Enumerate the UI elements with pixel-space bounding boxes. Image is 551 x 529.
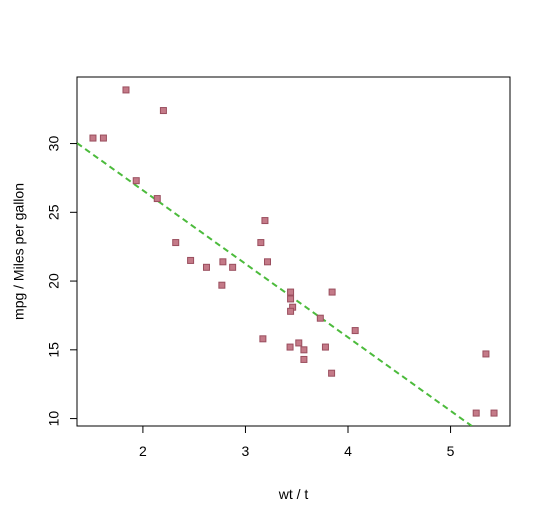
point — [264, 258, 272, 266]
point — [202, 263, 210, 271]
point — [482, 350, 490, 358]
point — [218, 281, 226, 289]
point — [229, 263, 237, 271]
point — [287, 295, 295, 303]
y-tick-label: 30 — [46, 136, 62, 152]
point — [351, 327, 359, 335]
point — [187, 256, 195, 264]
point — [132, 177, 140, 185]
point — [295, 339, 303, 347]
point — [316, 314, 324, 322]
y-axis-label: mpg / Miles per gallon — [11, 183, 27, 320]
point — [490, 409, 498, 417]
point — [259, 335, 267, 343]
point — [300, 355, 308, 363]
x-tick-label: 5 — [447, 443, 455, 459]
y-tick-label: 25 — [46, 204, 62, 220]
point — [321, 343, 329, 351]
point — [300, 346, 308, 354]
plot-frame — [76, 76, 511, 427]
y-tick-label: 10 — [46, 411, 62, 427]
plot-area — [77, 86, 498, 426]
point — [286, 343, 294, 351]
point — [328, 288, 336, 296]
y-tick-label: 20 — [46, 273, 62, 289]
point — [287, 288, 295, 296]
x-tick-label: 3 — [242, 443, 250, 459]
point — [159, 107, 167, 115]
x-axis-label: wt / t — [278, 486, 309, 502]
y-tick-label: 15 — [46, 342, 62, 358]
point — [122, 86, 130, 94]
point — [89, 134, 97, 142]
point — [261, 217, 269, 225]
point — [99, 134, 107, 142]
point — [257, 239, 265, 247]
point — [172, 239, 180, 247]
point — [328, 369, 336, 377]
point — [472, 409, 480, 417]
point — [153, 195, 161, 203]
x-tick-label: 4 — [344, 443, 352, 459]
point — [287, 307, 295, 315]
point — [219, 258, 227, 266]
trend-line — [77, 142, 474, 426]
x-tick-label: 2 — [139, 443, 147, 459]
